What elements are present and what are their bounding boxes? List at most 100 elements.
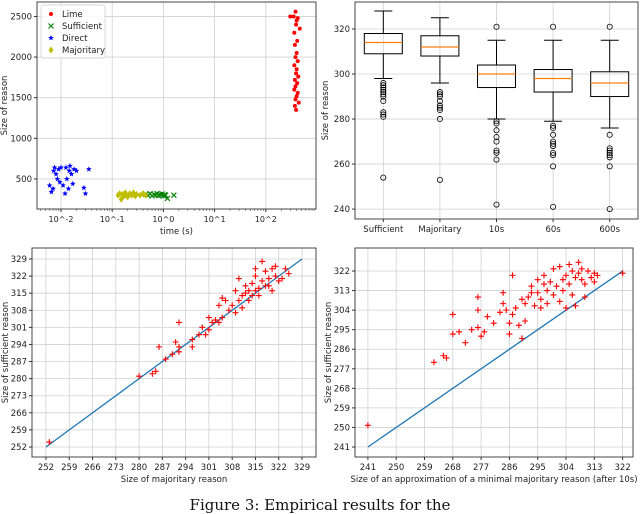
data-point <box>63 164 69 170</box>
data-point <box>265 282 272 289</box>
outlier-point <box>550 152 557 159</box>
data-point <box>575 270 582 277</box>
data-point <box>295 90 300 95</box>
box-Sufficient <box>363 10 403 181</box>
legend: Lime Sufficient Direct Majoritary <box>40 4 106 59</box>
chart-panel-2: 240 260 280 300 320 Sufficient Majoritary 10s 60… <box>321 1 639 235</box>
outlier-point <box>606 163 613 170</box>
data-point <box>594 272 601 279</box>
x-tick-label: 301 <box>201 463 217 473</box>
data-point <box>292 63 297 68</box>
outlier-point <box>436 89 443 96</box>
data-point <box>172 339 179 346</box>
outlier-point <box>436 107 443 114</box>
outlier-point <box>380 111 387 118</box>
data-point <box>169 351 176 358</box>
data-point <box>255 292 262 299</box>
data-point <box>569 291 576 298</box>
data-point <box>67 162 73 169</box>
y-tick-label: 315 <box>11 289 27 299</box>
data-point <box>544 300 551 307</box>
data-point <box>53 171 59 177</box>
outlier-point <box>550 131 557 138</box>
data-point <box>282 265 289 272</box>
outlier-point <box>550 138 557 145</box>
box-body <box>477 64 516 89</box>
data-point <box>292 77 297 82</box>
data-point <box>62 190 68 196</box>
data-point <box>69 180 76 187</box>
outlier-point <box>380 89 387 96</box>
data-point <box>619 270 626 277</box>
data-point <box>272 273 279 280</box>
y-axis-label: Size of sufficient reason <box>1 302 11 404</box>
outlier-point <box>606 149 613 156</box>
data-point <box>149 370 156 377</box>
data-point <box>205 326 212 333</box>
x-tick-label: 259 <box>61 463 77 473</box>
chart-panel-3: 252 259 266 273 280 287 294 301 308 315 322 329 252 2… <box>1 247 317 485</box>
data-point <box>189 336 196 343</box>
data-point <box>474 324 481 331</box>
data-point <box>212 317 219 324</box>
data-point <box>481 328 488 335</box>
data-point <box>509 272 516 279</box>
data-point <box>229 302 236 309</box>
x-tick-label: 322 <box>271 463 287 473</box>
data-point <box>550 291 557 298</box>
data-point <box>54 175 61 182</box>
data-point <box>235 297 242 304</box>
box-body <box>363 33 403 55</box>
data-point <box>293 97 298 102</box>
x-tick-label: 287 <box>154 463 170 473</box>
y-tick-label: 287 <box>11 358 27 368</box>
data-point <box>249 280 256 287</box>
identity-line <box>367 270 623 448</box>
data-point <box>232 287 239 294</box>
y-tick-label: 280 <box>334 115 350 125</box>
x-tick-label: Sufficient <box>363 225 404 235</box>
data-point <box>71 166 77 172</box>
series-majoritary <box>115 189 149 203</box>
box-body <box>533 69 573 93</box>
outlier-point <box>436 176 443 183</box>
data-point <box>537 304 544 311</box>
x-axis-label: Size of majoritary reason <box>121 475 227 485</box>
y-tick-label: 259 <box>334 404 350 414</box>
data-point <box>295 16 300 21</box>
x-tick-label: 273 <box>108 463 124 473</box>
data-point <box>55 166 62 172</box>
data-point <box>578 265 585 272</box>
outlier-point <box>380 174 387 181</box>
x-tick-label: 10^0 <box>152 215 174 224</box>
data-point <box>534 276 541 283</box>
y-tick-label: 2500 <box>10 12 32 22</box>
outlier-point <box>380 91 387 98</box>
outlier-point <box>606 206 613 213</box>
outlier-point <box>606 154 613 161</box>
outlier-point <box>550 143 557 150</box>
data-point <box>60 182 66 188</box>
y-tick-label: 322 <box>11 272 27 282</box>
data-point <box>449 331 456 338</box>
axes-frame <box>36 1 317 210</box>
x-axis-label: time (s) <box>160 227 193 237</box>
outlier-point <box>436 98 443 105</box>
data-point <box>134 190 140 198</box>
y-tick-label: 300 <box>334 70 350 80</box>
y-tick-label: 320 <box>334 25 350 35</box>
outlier-point <box>436 102 443 109</box>
axes-frame <box>354 247 634 458</box>
x-tick-label: 250 <box>388 463 404 473</box>
data-point <box>449 311 456 318</box>
y-tick-label: 1500 <box>10 94 32 104</box>
data-point <box>152 368 159 375</box>
data-point <box>189 343 196 350</box>
data-point <box>259 277 266 284</box>
data-point <box>242 282 249 289</box>
data-point <box>294 94 299 99</box>
data-point <box>294 67 299 72</box>
outlier-point <box>493 127 500 134</box>
x-tick-label: 294 <box>178 463 194 473</box>
